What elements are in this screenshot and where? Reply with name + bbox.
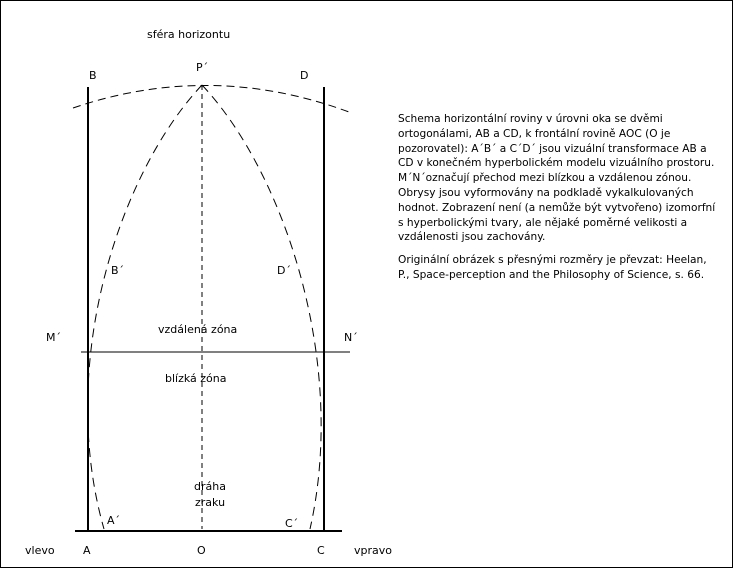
horizon-sphere-label: sféra horizontu [147,28,230,41]
curve-a-b-prime [87,84,203,530]
right-label: vpravo [354,544,392,557]
point-c-prime-label: C´ [285,517,298,530]
line-of-sight-label-1: dráha [194,480,226,493]
point-b-label: B [89,69,97,82]
caption-paragraph-1: Schema horizontální roviny v úrovni oka … [398,113,716,244]
caption-paragraph-2: Originální obrázek s přesnými rozměry je… [398,254,707,281]
point-o-label: O [197,544,206,557]
point-m-prime-label: M´ [46,331,61,344]
line-of-sight-label-2: zraku [195,496,225,509]
diagram-caption: Schema horizontální roviny v úrovni oka … [398,112,716,291]
horizon-sphere-arc [72,84,350,113]
point-b-prime-label: B´ [111,264,124,277]
point-c-label: C [317,544,325,557]
point-n-prime-label: N´ [344,331,358,344]
near-zone-label: blízká zóna [165,372,227,385]
left-label: vlevo [25,544,55,557]
point-a-prime-label: A´ [107,514,120,527]
point-d-prime-label: D´ [277,264,291,277]
curve-c-d-prime [201,84,322,530]
point-a-label: A [83,544,91,557]
point-p-prime-label: P´ [196,61,208,74]
far-zone-label: vzdálená zóna [158,323,237,336]
point-d-label: D [300,69,308,82]
